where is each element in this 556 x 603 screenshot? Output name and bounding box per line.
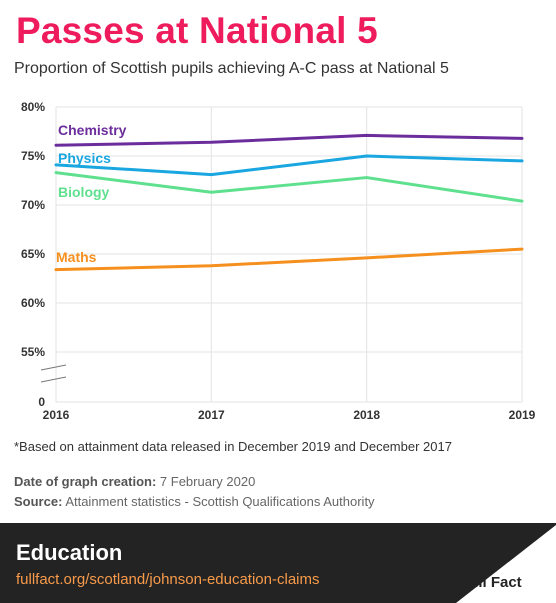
graph-source-label: Source: <box>14 494 63 509</box>
graph-source: Source: Attainment statistics - Scottish… <box>14 494 375 509</box>
series-label-biology: Biology <box>58 184 110 200</box>
y-tick-label: 60% <box>21 296 45 310</box>
graph-date-label: Date of graph creation: <box>14 474 157 489</box>
series-label-chemistry: Chemistry <box>58 122 127 138</box>
series-line-biology <box>54 171 524 203</box>
series-line-chemistry <box>54 133 524 147</box>
graph-source-value: Attainment statistics - Scottish Qualifi… <box>65 494 375 509</box>
series-line-physics <box>54 154 524 177</box>
y-tick-label: 65% <box>21 247 45 261</box>
y-tick-label: 55% <box>21 345 45 359</box>
x-tick-label: 2017 <box>198 408 225 420</box>
footer-section-title: Education <box>16 540 123 565</box>
footer-article-link[interactable]: fullfact.org/scotland/johnson-education-… <box>16 571 320 588</box>
x-tick-label: 2016 <box>43 408 70 420</box>
footnote: *Based on attainment data released in De… <box>14 439 452 454</box>
series-label-physics: Physics <box>58 150 111 166</box>
y-tick-label: 0 <box>38 395 45 409</box>
axis-break-mark <box>40 364 67 371</box>
y-tick-label: 75% <box>21 149 45 163</box>
page-title: Passes at National 5 <box>16 10 378 51</box>
graph-date-value: 7 February 2020 <box>159 474 256 489</box>
full-fact-logo: Full Fact <box>456 525 556 603</box>
x-tick-label: 2018 <box>353 408 380 420</box>
graph-date: Date of graph creation: 7 February 2020 <box>14 474 255 489</box>
page-subtitle: Proportion of Scottish pupils achieving … <box>14 60 449 77</box>
series-line-maths <box>54 247 524 272</box>
full-fact-logo-text: Full Fact <box>460 574 522 591</box>
series-label-maths: Maths <box>56 249 97 265</box>
y-tick-label: 70% <box>21 198 45 212</box>
footer-bar: Education fullfact.org/scotland/johnson-… <box>0 523 556 603</box>
line-chart: 80% 75% 70% 65% 60% 55% 0 2016 2017 2018 2019 Che… <box>21 100 536 420</box>
x-tick-label: 2019 <box>509 408 536 420</box>
y-tick-label: 80% <box>21 100 45 114</box>
axis-break-mark <box>40 376 67 383</box>
